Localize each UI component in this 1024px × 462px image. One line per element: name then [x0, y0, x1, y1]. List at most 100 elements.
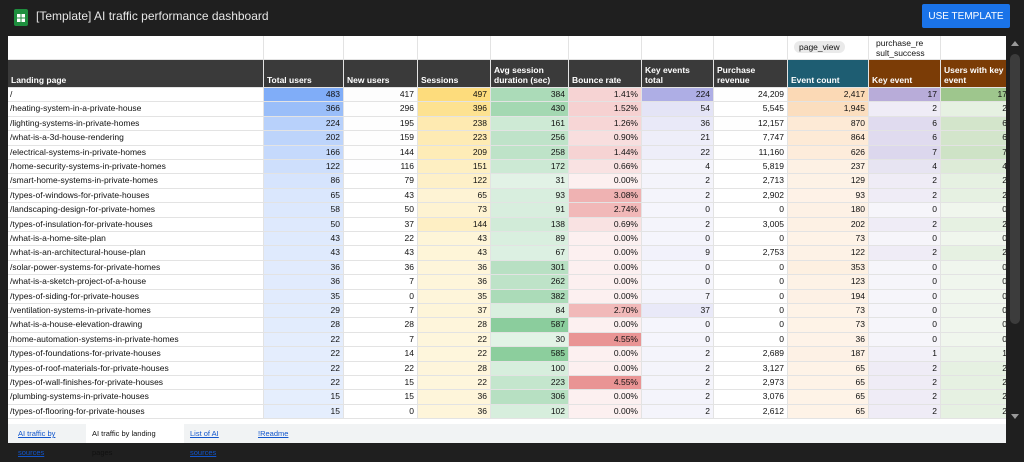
revenue-cell[interactable]: 3,076 — [714, 390, 788, 405]
key-events-cell[interactable]: 2 — [642, 361, 714, 376]
key-events-cell[interactable]: 224 — [642, 88, 714, 103]
key-events-cell[interactable]: 54 — [642, 102, 714, 117]
avg-session-cell[interactable]: 384 — [491, 88, 569, 103]
event-count-cell[interactable]: 65 — [788, 390, 869, 405]
event-count-cell[interactable]: 1,945 — [788, 102, 869, 117]
key-event-cell[interactable]: 2 — [869, 217, 941, 232]
bounce-cell[interactable]: 0.00% — [569, 174, 642, 189]
column-header-event-count[interactable]: Event count — [788, 60, 869, 88]
event-count-cell[interactable]: 93 — [788, 188, 869, 204]
total-users-cell[interactable]: 22 — [264, 332, 344, 348]
key-event-cell[interactable]: 0 — [869, 275, 941, 290]
sessions-cell[interactable]: 28 — [418, 318, 491, 333]
scrollbar-thumb[interactable] — [1010, 54, 1020, 324]
revenue-cell[interactable]: 0 — [714, 318, 788, 333]
new-users-cell[interactable]: 43 — [344, 246, 418, 261]
bounce-cell[interactable]: 4.55% — [569, 332, 642, 348]
key-events-cell[interactable]: 0 — [642, 275, 714, 290]
avg-session-cell[interactable]: 301 — [491, 260, 569, 276]
event-count-cell[interactable]: 870 — [788, 116, 869, 132]
key-event-filter-label[interactable]: purchase_re sult_success — [876, 38, 925, 58]
key-event-cell[interactable]: 7 — [869, 145, 941, 160]
bounce-cell[interactable]: 0.00% — [569, 275, 642, 290]
key-events-cell[interactable]: 2 — [642, 217, 714, 232]
key-events-cell[interactable]: 2 — [642, 188, 714, 204]
column-header-key-events[interactable]: Key events total — [642, 60, 714, 88]
filter-cell[interactable] — [941, 36, 1006, 60]
bounce-cell[interactable]: 2.70% — [569, 304, 642, 319]
revenue-cell[interactable]: 0 — [714, 275, 788, 290]
avg-session-cell[interactable]: 585 — [491, 347, 569, 362]
total-users-cell[interactable]: 22 — [264, 347, 344, 362]
filter-cell[interactable] — [8, 36, 264, 60]
total-users-cell[interactable]: 366 — [264, 102, 344, 117]
total-users-cell[interactable]: 224 — [264, 116, 344, 132]
avg-session-cell[interactable]: 91 — [491, 203, 569, 218]
key-events-cell[interactable]: 4 — [642, 160, 714, 175]
users-key-cell[interactable]: 2 — [941, 102, 1006, 117]
key-events-cell[interactable]: 21 — [642, 131, 714, 146]
bounce-cell[interactable]: 1.52% — [569, 102, 642, 117]
landing-page-cell[interactable]: /lighting-systems-in-private-homes — [8, 116, 264, 132]
event-count-cell[interactable]: 187 — [788, 347, 869, 362]
key-events-cell[interactable]: 2 — [642, 174, 714, 189]
total-users-cell[interactable]: 86 — [264, 174, 344, 189]
filter-cell[interactable] — [642, 36, 714, 60]
avg-session-cell[interactable]: 430 — [491, 102, 569, 117]
key-events-cell[interactable]: 0 — [642, 232, 714, 247]
bounce-cell[interactable]: 0.00% — [569, 318, 642, 333]
landing-page-cell[interactable]: /landscaping-design-for-private-homes — [8, 203, 264, 218]
key-events-cell[interactable]: 2 — [642, 376, 714, 391]
sheet-tab[interactable]: AI traffic by landing pages — [86, 424, 184, 457]
bounce-cell[interactable]: 0.00% — [569, 260, 642, 276]
revenue-cell[interactable]: 5,819 — [714, 160, 788, 175]
column-header-key-event[interactable]: Key event — [869, 60, 941, 88]
scroll-up-icon[interactable] — [1011, 41, 1019, 46]
key-event-cell[interactable]: 1 — [869, 347, 941, 362]
event-count-cell[interactable]: 73 — [788, 318, 869, 333]
revenue-cell[interactable]: 2,713 — [714, 174, 788, 189]
scroll-down-icon[interactable] — [1011, 414, 1019, 419]
sessions-cell[interactable]: 36 — [418, 260, 491, 276]
sheet-tab[interactable]: !Readme — [258, 429, 289, 438]
landing-page-cell[interactable]: /smart-home-systems-in-private-homes — [8, 174, 264, 189]
sessions-cell[interactable]: 37 — [418, 304, 491, 319]
sessions-cell[interactable]: 151 — [418, 160, 491, 175]
new-users-cell[interactable]: 43 — [344, 188, 418, 204]
key-events-cell[interactable]: 2 — [642, 347, 714, 362]
sessions-cell[interactable]: 73 — [418, 203, 491, 218]
new-users-cell[interactable]: 7 — [344, 332, 418, 348]
sheet-tab[interactable]: List of AI sources — [190, 429, 219, 457]
key-event-cell[interactable]: 0 — [869, 289, 941, 304]
new-users-cell[interactable]: 50 — [344, 203, 418, 218]
landing-page-cell[interactable]: /types-of-wall-finishes-for-private-hous… — [8, 376, 264, 391]
bounce-cell[interactable]: 1.44% — [569, 145, 642, 160]
event-count-cell[interactable]: 194 — [788, 289, 869, 304]
key-event-cell[interactable]: 2 — [869, 174, 941, 189]
users-key-cell[interactable]: 6 — [941, 116, 1006, 132]
total-users-cell[interactable]: 202 — [264, 131, 344, 146]
event-count-cell[interactable]: 237 — [788, 160, 869, 175]
column-header-revenue[interactable]: Purchase revenue — [714, 60, 788, 88]
landing-page-cell[interactable]: /types-of-insulation-for-private-houses — [8, 217, 264, 232]
total-users-cell[interactable]: 483 — [264, 88, 344, 103]
total-users-cell[interactable]: 22 — [264, 361, 344, 376]
new-users-cell[interactable]: 0 — [344, 289, 418, 304]
column-header-bounce[interactable]: Bounce rate — [569, 60, 642, 88]
users-key-cell[interactable]: 0 — [941, 318, 1006, 333]
revenue-cell[interactable]: 0 — [714, 232, 788, 247]
key-event-cell[interactable]: 0 — [869, 318, 941, 333]
revenue-cell[interactable]: 5,545 — [714, 102, 788, 117]
new-users-cell[interactable]: 22 — [344, 232, 418, 247]
sessions-cell[interactable]: 35 — [418, 289, 491, 304]
revenue-cell[interactable]: 2,753 — [714, 246, 788, 261]
key-events-cell[interactable]: 0 — [642, 318, 714, 333]
sheet-tab[interactable]: AI traffic by sources — [18, 429, 56, 457]
filter-cell[interactable] — [869, 36, 941, 60]
landing-page-cell[interactable]: /types-of-foundations-for-private-houses — [8, 347, 264, 362]
new-users-cell[interactable]: 37 — [344, 217, 418, 232]
users-key-cell[interactable]: 2 — [941, 246, 1006, 261]
avg-session-cell[interactable]: 306 — [491, 390, 569, 405]
avg-session-cell[interactable]: 89 — [491, 232, 569, 247]
bounce-cell[interactable]: 4.55% — [569, 376, 642, 391]
